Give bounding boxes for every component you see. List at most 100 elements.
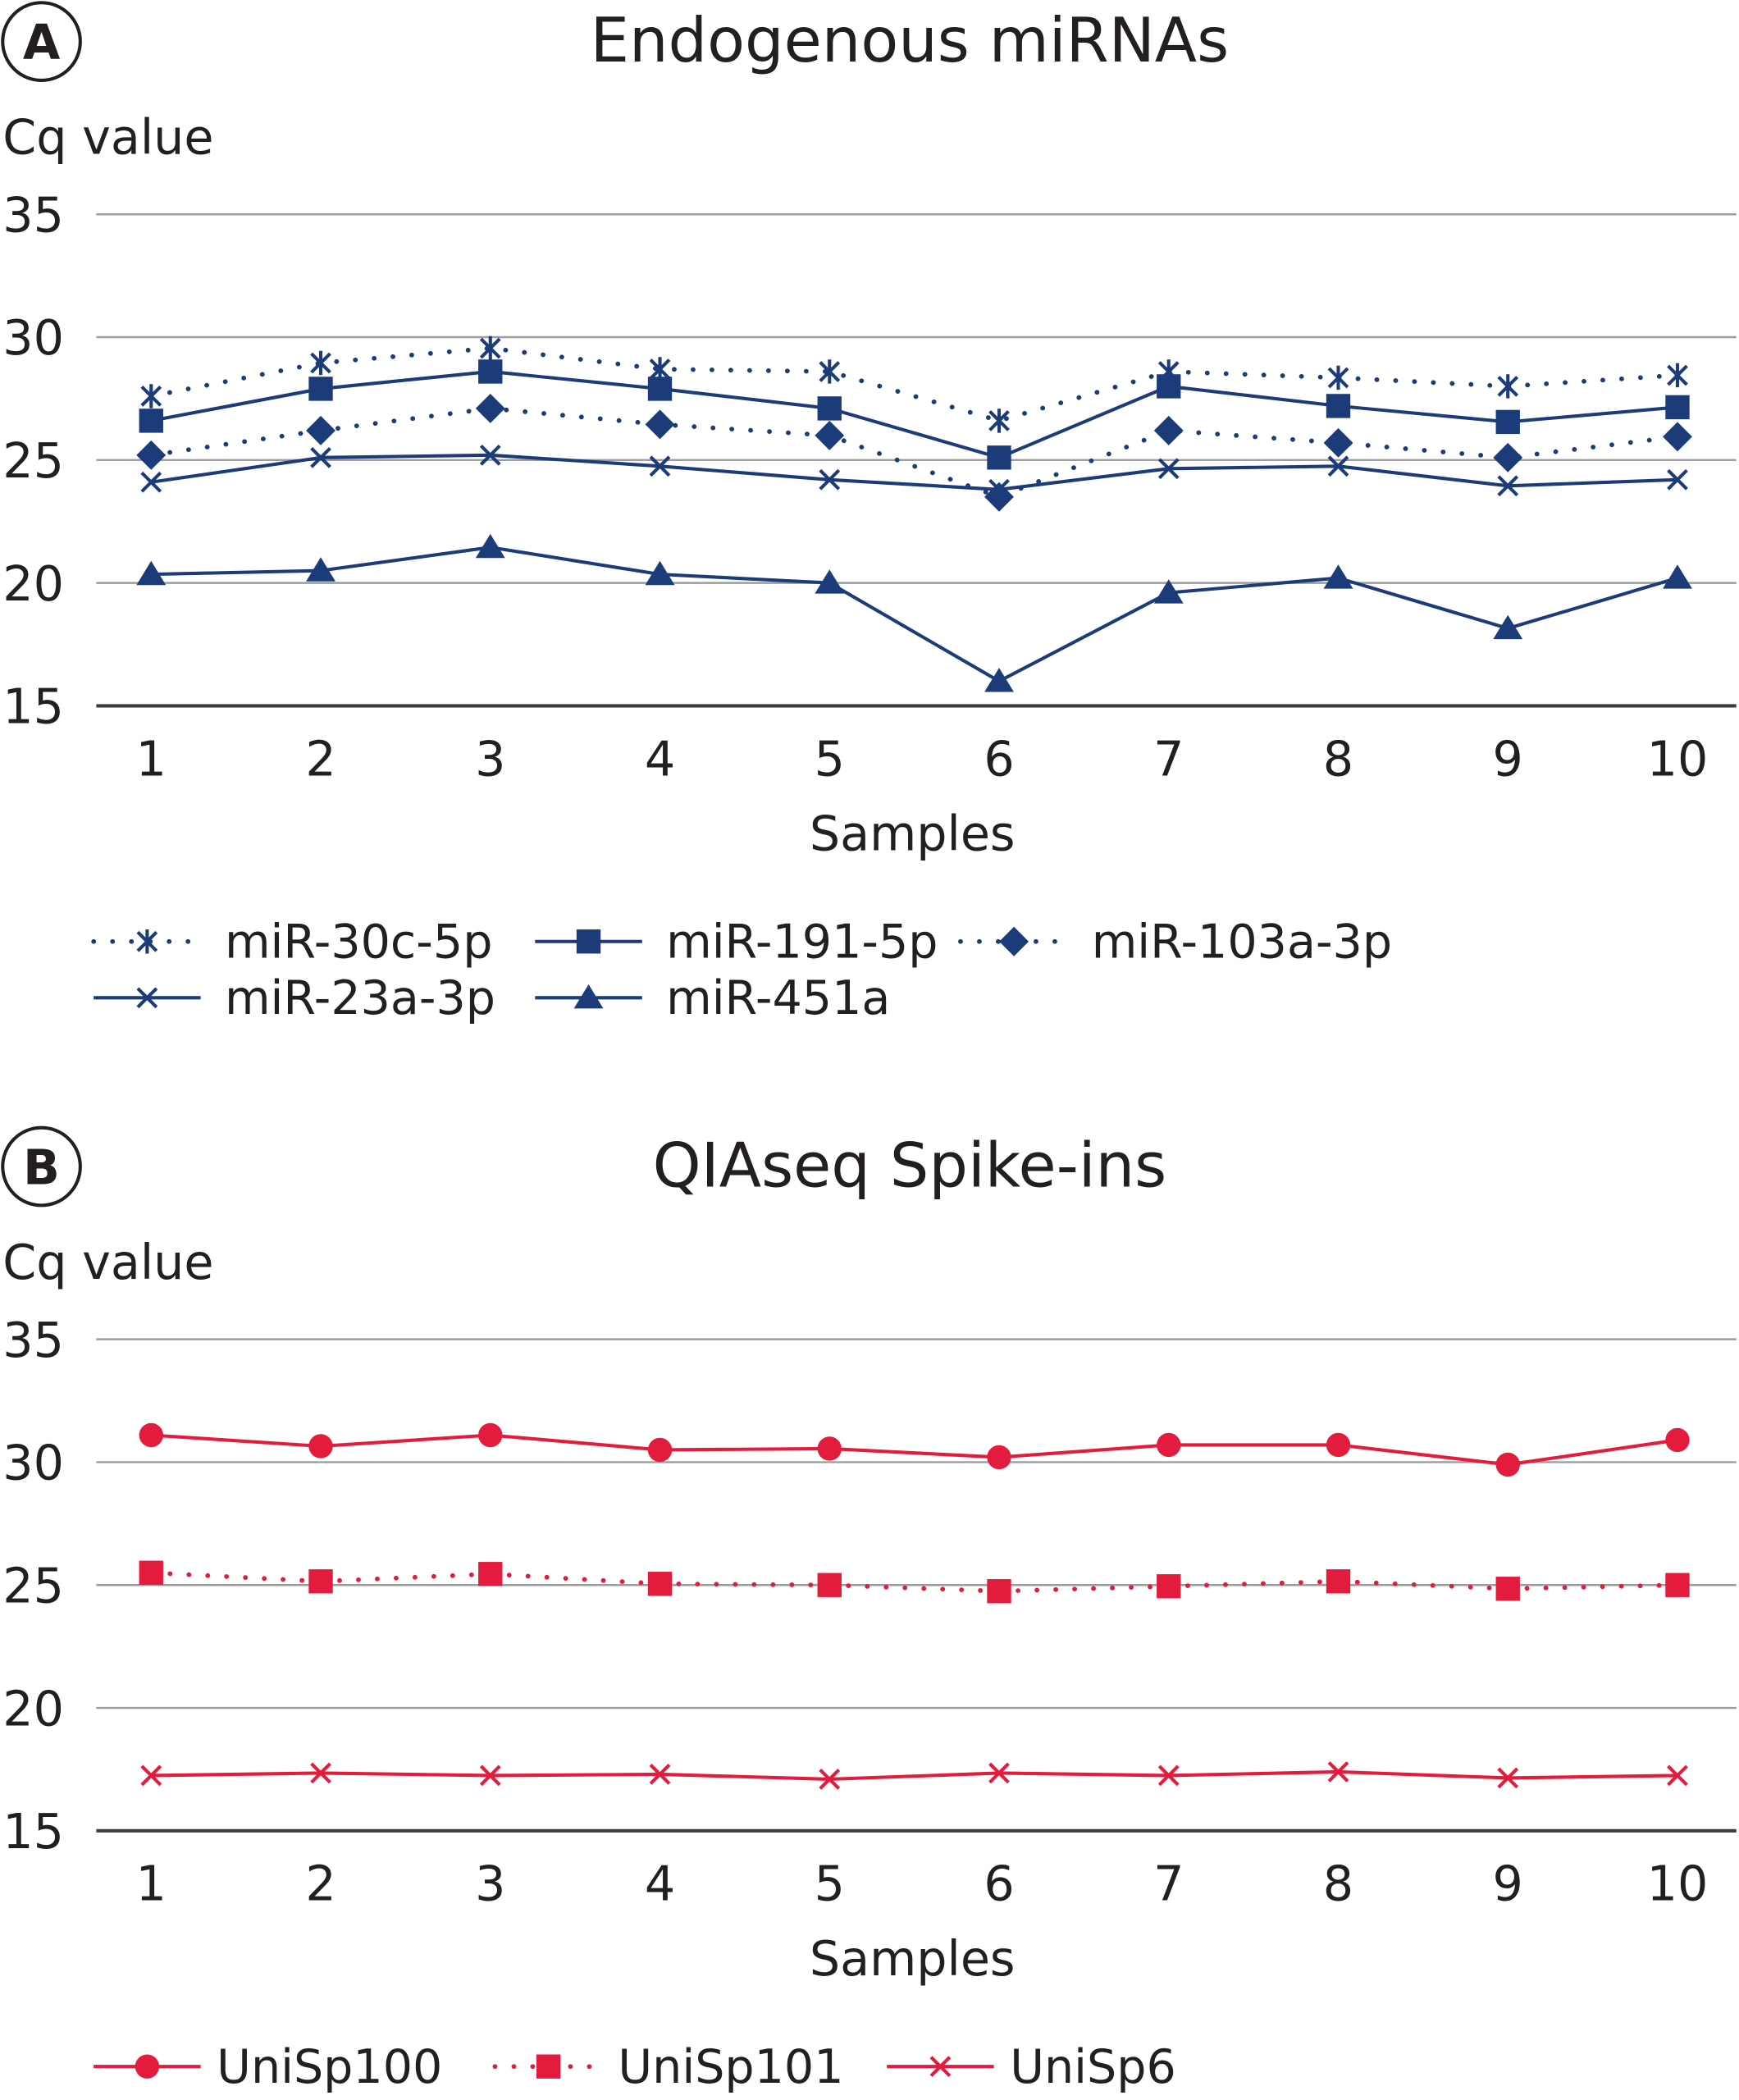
square-marker [536,2054,561,2079]
series-unisp100 [139,1422,1690,1477]
y-tick-label: 20 [2,1680,64,1737]
triangle-marker [1663,564,1692,589]
asterisk-marker [310,350,331,376]
legend-label: miR-23a-3p [225,971,495,1025]
square-marker [139,1560,163,1585]
asterisk-marker [819,359,841,384]
square-marker [1326,394,1351,418]
y-axis-label: Cq value [2,109,213,166]
circle-marker [139,1422,163,1448]
circle-marker [987,1445,1011,1470]
chart-title: QIAseq Spike-ins [653,1129,1167,1201]
x-marker [649,455,671,477]
y-tick-label: 35 [2,186,64,243]
x-tick-label: 6 [984,1856,1014,1912]
diamond-marker [645,409,675,440]
x-tick-label: 4 [645,730,675,787]
circle-marker [1157,1432,1181,1458]
x-tick-label: 3 [475,1856,505,1912]
series-line [148,1570,1680,1594]
y-tick-label: 15 [2,678,64,735]
series-mir-23a-3p [140,444,1688,500]
legend-label: miR-191-5p [666,915,938,969]
series-line [148,345,1680,423]
triangle-marker [475,533,505,559]
legend-item: miR-23a-3p [94,971,495,1025]
triangle-marker [136,560,167,586]
legend-item: UniSp100 [94,2040,442,2094]
asterisk-marker [479,336,501,361]
x-marker [1667,468,1688,491]
x-axis-label: Samples [810,806,1016,862]
asterisk-marker [1497,374,1519,399]
asterisk-marker [1327,365,1349,390]
x-tick-label: 7 [1153,1856,1184,1912]
y-tick-label: 25 [2,432,64,489]
x-tick-label: 10 [1647,1856,1709,1912]
square-marker [817,396,842,421]
square-marker [987,1579,1011,1604]
triangle-marker [815,569,845,594]
circle-marker [647,1437,673,1463]
series-unisp6 [140,1761,1688,1790]
diamond-marker [1153,415,1184,445]
x-marker [479,1764,501,1787]
legend-label: UniSp101 [618,2040,843,2094]
panel-label-circle [1,1125,82,1208]
square-marker [817,1573,842,1597]
triangle-marker [1493,614,1523,640]
x-tick-label: 9 [1493,730,1523,787]
series-line [151,1433,1678,1467]
asterisk-marker [140,384,162,409]
y-tick-label: 30 [2,1435,64,1491]
x-marker [479,444,501,466]
square-marker [1495,1577,1520,1601]
square-marker [1326,1569,1351,1594]
y-tick-label: 25 [2,1557,64,1614]
y-axis-label: Cq value [2,1234,213,1290]
circle-marker [817,1436,842,1461]
x-tick-label: 4 [645,1856,675,1912]
x-tick-label: 1 [136,730,167,787]
x-marker [140,471,162,493]
square-marker [987,445,1011,470]
legend-item: miR-191-5p [535,915,938,969]
panel-label: B [23,1139,60,1195]
legend-item: UniSp6 [887,2040,1176,2094]
legend-item: UniSp101 [492,2040,844,2094]
circle-marker [478,1422,503,1448]
square-marker [1495,409,1520,435]
square-marker [1157,1574,1181,1599]
legend-label: miR-103a-3p [1092,915,1392,969]
panel-label-circle [1,1,82,82]
x-marker [819,1769,841,1790]
legend-item: miR-103a-3p [958,915,1392,969]
asterisk-marker [1667,363,1688,388]
diamond-marker [1663,422,1692,452]
series-line [151,546,1678,683]
x-tick-label: 2 [305,730,335,787]
chart-panel-a: A Endogenous miRNAs Cq value 15 20 25 30 35 1 2 3 4… [1,1,1737,1025]
chart-title: Endogenous miRNAs [591,4,1230,76]
square-marker [647,377,673,401]
legend-label: UniSp100 [217,2040,442,2094]
square-marker [308,1569,333,1594]
circle-marker [1326,1432,1351,1458]
asterisk-marker [988,409,1010,433]
series-mir-191-5p [139,359,1690,470]
square-marker [478,1562,503,1586]
x-marker [1327,1761,1349,1783]
circle-marker [135,2054,160,2079]
diamond-marker [475,393,505,423]
x-marker [988,478,1010,500]
x-tick-label: 8 [1323,730,1353,787]
square-marker [647,1572,673,1596]
diamond-marker [999,926,1029,956]
diamond-marker [306,415,335,445]
x-marker [1497,1767,1519,1789]
y-tick-label: 20 [2,555,64,612]
x-tick-label: 1 [136,1856,167,1912]
x-marker [310,1762,331,1784]
square-marker [1665,1573,1690,1597]
